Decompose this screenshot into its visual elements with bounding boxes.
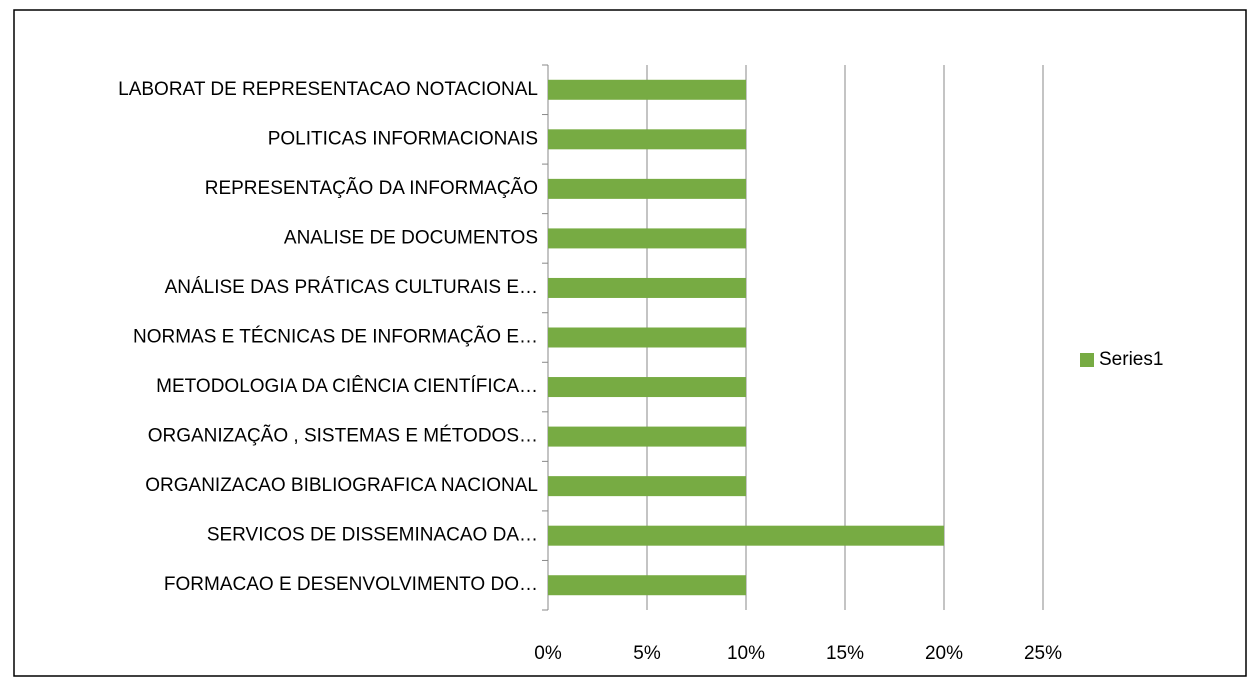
x-tick-label: 20% (925, 643, 963, 664)
x-tick-label: 10% (727, 643, 765, 664)
y-tick-label: LABORAT DE REPRESENTACAO NOTACIONAL (118, 79, 538, 100)
x-tick-label: 0% (534, 643, 562, 664)
bar (548, 377, 746, 398)
y-tick-label: FORMACAO E DESENVOLVIMENTO DO… (164, 574, 538, 595)
bar (548, 277, 746, 298)
x-tick-label: 25% (1024, 643, 1062, 664)
y-tick-label: METODOLOGIA DA CIÊNCIA CIENTÍFICA… (156, 375, 538, 397)
bar (548, 79, 746, 100)
bar (548, 575, 746, 596)
bar (548, 129, 746, 150)
legend-swatch (1080, 353, 1094, 367)
bar (548, 525, 944, 546)
legend-label: Series1 (1099, 349, 1163, 370)
x-tick-label: 5% (633, 643, 661, 664)
y-tick-label: ORGANIZACAO BIBLIOGRAFICA NACIONAL (145, 475, 538, 496)
bar (548, 228, 746, 249)
y-tick-label: NORMAS E TÉCNICAS DE INFORMAÇÃO E… (133, 326, 538, 348)
bar (548, 476, 746, 497)
bar (548, 178, 746, 199)
y-tick-label: POLITICAS INFORMACIONAIS (268, 128, 538, 149)
x-tick-label: 15% (826, 643, 864, 664)
bar (548, 426, 746, 447)
bar (548, 327, 746, 348)
y-tick-label: ANÁLISE DAS PRÁTICAS CULTURAIS E… (165, 277, 538, 298)
y-tick-label: SERVICOS DE DISSEMINACAO DA… (207, 525, 538, 546)
y-tick-label: ORGANIZAÇÃO , SISTEMAS E MÉTODOS… (148, 425, 538, 447)
y-tick-label: REPRESENTAÇÃO DA INFORMAÇÃO (205, 177, 538, 199)
y-tick-label: ANALISE DE DOCUMENTOS (284, 227, 538, 248)
